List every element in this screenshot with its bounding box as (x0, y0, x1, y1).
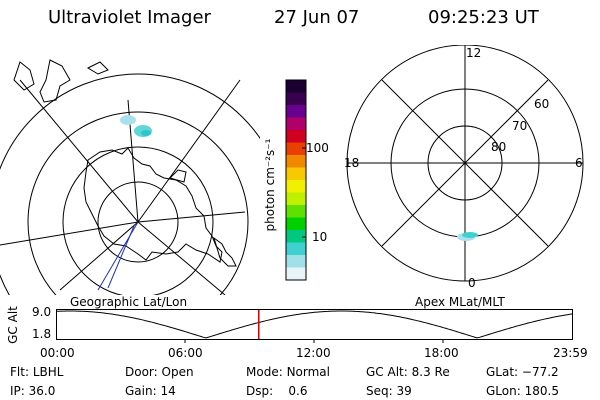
colorbar-swatch (286, 205, 306, 218)
colorbar-swatch (286, 80, 306, 93)
altitude-ytick-high: 9.0 (32, 305, 52, 319)
date-label: 27 Jun 07 (274, 7, 360, 28)
altitude-curve (56, 310, 573, 339)
info-gc-alt: GC Alt: 8.3 Re (366, 365, 450, 379)
info-glat: GLat: −77.2 (486, 365, 559, 379)
altitude-plot (56, 309, 573, 343)
colorbar-swatch (286, 142, 306, 156)
lat-label-70: 70 (512, 119, 528, 133)
colorbar-swatch (286, 180, 306, 193)
lat-circle-70 (62, 146, 214, 295)
time-tick-0: 00:00 (40, 346, 75, 360)
colorbar-swatch (286, 130, 306, 143)
info-dsp: Dsp: 0.6 (246, 384, 308, 398)
colorbar-swatch (286, 167, 306, 181)
aurora-emission-left (120, 115, 152, 137)
mlt-label-12: 12 (466, 46, 482, 60)
geographic-map (0, 59, 260, 295)
lat-label-60: 60 (534, 97, 550, 111)
lat-circle-80 (97, 181, 179, 263)
info-seq: Seq: 39 (366, 384, 412, 398)
colorbar-swatch (286, 217, 306, 231)
colorbar-swatch (286, 255, 306, 268)
lat-label-80: 80 (491, 140, 507, 154)
mlt-label-18: 18 (344, 156, 360, 170)
instrument-title: Ultraviolet Imager (48, 7, 211, 28)
mlt-label-6: 6 (575, 156, 583, 170)
info-glon: GLon: 180.5 (486, 384, 559, 398)
colorbar-swatch (286, 230, 306, 243)
altitude-ylabel: GC Alt (6, 306, 20, 344)
magnetic-polar-plot (346, 45, 584, 282)
info-ip: IP: 36.0 (10, 384, 56, 398)
time-label: 09:25:23 UT (428, 7, 539, 28)
time-tick-4: 23:59 (553, 346, 588, 360)
colorbar-swatch (286, 92, 306, 106)
time-tick-3: 18:00 (424, 346, 459, 360)
mlt-label-0: 0 (468, 276, 476, 290)
info-flt: Flt: LBHL (10, 365, 64, 379)
altitude-ytick-low: 1.8 (32, 327, 52, 341)
colorbar-swatch (286, 242, 306, 256)
colorbar-swatch (286, 267, 306, 281)
colorbar-tick-100: 100 (306, 141, 329, 155)
ground-track-line (97, 221, 139, 291)
time-tick-2: 12:00 (296, 346, 331, 360)
aurora-emission-right (457, 232, 478, 241)
geographic-label: Geographic Lat/Lon (70, 295, 188, 309)
info-gain: Gain: 14 (125, 384, 176, 398)
colorbar-swatch (286, 192, 306, 206)
info-door: Door: Open (125, 365, 194, 379)
colorbar-unit-label: photon cm⁻²s⁻¹ (263, 138, 277, 232)
colorbar-swatch (286, 105, 306, 118)
colorbar-swatch (286, 155, 306, 168)
info-mode: Mode: Normal (246, 365, 330, 379)
lat-circle-50 (0, 73, 260, 295)
time-tick-1: 06:00 (168, 346, 203, 360)
apex-label: Apex MLat/MLT (415, 295, 505, 309)
lat-circle-60 (27, 111, 249, 295)
colorbar-tick-10: 10 (312, 230, 328, 244)
colorbar-swatch (286, 117, 306, 131)
colorbar (285, 79, 307, 281)
